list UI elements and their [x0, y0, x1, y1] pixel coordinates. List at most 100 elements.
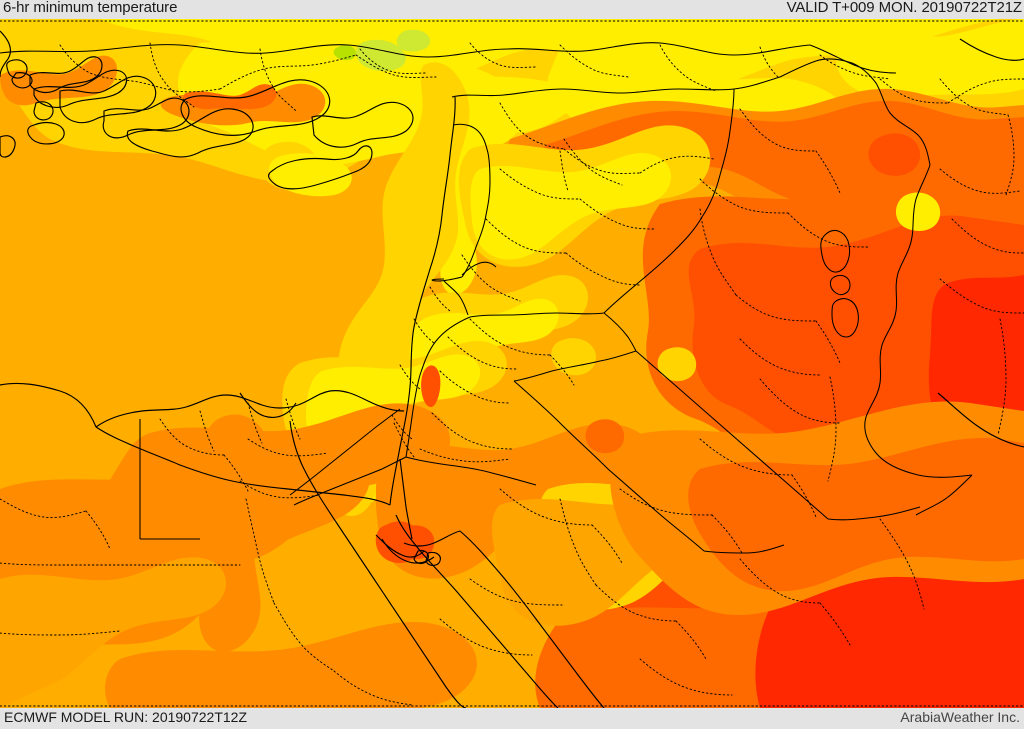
province-border-saudi-3	[559, 498, 597, 586]
province-border-saudi-6	[619, 488, 713, 516]
province-border-saudi-2	[591, 524, 623, 564]
coastline-tiran-islands	[413, 549, 429, 565]
border-egypt-israel-sinai	[289, 408, 401, 496]
coastline-nile-delta-edge	[239, 392, 297, 418]
contour-band-warm-egypt-w	[0, 557, 227, 708]
coastline-persian-gulf	[937, 392, 1024, 448]
border-turkey-ne	[507, 42, 811, 56]
province-border-jordan-3	[447, 336, 517, 370]
contour-detail-blob-5	[895, 192, 941, 231]
province-border-iran-2	[1005, 114, 1015, 196]
province-border-iraq-5	[699, 208, 737, 296]
border-jordan-saudi	[513, 350, 637, 382]
header-bar: 6-hr minimum temperature VALID T+009 MON…	[0, 0, 1024, 19]
contour-band-cyprus	[269, 153, 352, 197]
province-border-egypt-1	[159, 418, 225, 456]
province-border-syria-7	[565, 252, 641, 286]
brand-label: ArabiaWeather Inc.	[900, 709, 1020, 725]
contour-band-veryhot-aqaba-2	[398, 525, 435, 560]
province-border-turkey-5	[259, 48, 297, 112]
province-border-egypt-2	[223, 454, 249, 492]
province-border-egypt-6	[247, 438, 329, 457]
province-border-turkey-11	[819, 54, 891, 80]
coastline-crete-2	[0, 135, 16, 158]
province-border-turkey-13	[947, 78, 1024, 104]
border-saudi-kuwait	[703, 544, 785, 554]
contour-band-group	[0, 19, 1024, 708]
province-border-egypt-nile-2	[273, 602, 335, 672]
province-border-saudi-8	[739, 558, 821, 604]
province-border-jordan-2	[549, 354, 575, 386]
border-israel-westbank	[443, 280, 469, 316]
coastline-island-rhodes	[33, 101, 54, 121]
contour-band-hot-redsea	[375, 423, 655, 579]
province-border-turkey-9	[659, 44, 717, 92]
contour-detail-blob-1	[551, 338, 596, 376]
province-border-turkey-6	[359, 48, 427, 74]
coastline-gulf-aqaba	[399, 458, 413, 540]
province-border-israel-1	[429, 286, 451, 312]
province-border-jordan-4	[439, 370, 511, 404]
border-israel-syria-golan	[461, 261, 497, 276]
province-border-iraq-11	[791, 474, 817, 518]
temperature-map[interactable]	[0, 19, 1024, 708]
province-border-egypt-7	[239, 480, 321, 499]
border-iraq-kuwait	[915, 474, 973, 516]
contour-detail-blob-4	[868, 133, 921, 176]
contour-band-hotter-saudi-e	[688, 437, 1024, 592]
border-jordan-saudi-south	[405, 456, 537, 486]
province-border-iraq-2	[815, 150, 841, 194]
coastline-antalya-bay	[102, 97, 190, 139]
coastline-syria-coast	[311, 101, 414, 148]
contour-band-mild-syria-core	[470, 152, 672, 260]
province-border-iraq-8	[739, 338, 821, 376]
province-border-syria-6	[485, 218, 567, 254]
province-border-turkey-2	[219, 54, 357, 90]
province-border-turkey-4	[149, 42, 195, 108]
province-border-syria-2	[563, 148, 641, 174]
province-border-iraq-1	[739, 108, 817, 152]
province-border-egypt-8	[0, 498, 87, 518]
coastline-group	[0, 30, 1024, 708]
page-title: 6-hr minimum temperature	[3, 0, 178, 16]
province-border-egypt-11	[0, 630, 121, 636]
model-run-label: ECMWF MODEL RUN: 20190722T12Z	[4, 709, 247, 725]
province-border-jordan-1	[469, 318, 551, 356]
province-border-egypt-10	[0, 562, 241, 566]
coastline-levant	[389, 96, 456, 506]
border-jordan-israel	[405, 316, 471, 458]
lake-tharthar	[820, 229, 851, 273]
province-border-turkey-12	[879, 78, 949, 104]
province-border-egypt-5	[285, 398, 301, 440]
border-lebanon	[452, 123, 491, 278]
province-border-saudi-10	[879, 518, 925, 610]
contour-band-cool-patch-2	[396, 29, 430, 52]
province-border-iraq-12	[827, 376, 837, 482]
coastline-aegean	[0, 30, 11, 78]
coastline-crete	[27, 122, 65, 145]
coastline-saudi-redsea	[459, 530, 605, 708]
contour-band-hot-egypt-s	[105, 622, 477, 708]
province-border-egypt-3	[199, 410, 215, 452]
border-iraq-saudi-2	[635, 350, 829, 520]
province-border-group	[0, 28, 1024, 706]
province-border-israel-3	[399, 364, 421, 390]
province-border-saudi-13	[439, 618, 533, 656]
lake-habbaniyah	[829, 274, 851, 296]
province-border-saudi-4	[595, 584, 677, 622]
map-canvas[interactable]	[0, 19, 1024, 708]
province-border-iraq-10	[699, 438, 793, 476]
province-border-syria-euphrates	[563, 138, 623, 186]
coastline-sinai-tip	[375, 534, 425, 558]
province-border-iran-4	[951, 218, 1024, 254]
province-border-saudi-1	[499, 488, 593, 526]
province-border-jordan-5	[431, 412, 513, 450]
coastline-caspian-edge	[959, 38, 1024, 61]
province-border-egypt-sinai-1	[419, 448, 511, 463]
province-border-iraq-4	[787, 212, 869, 248]
border-iraq-iran	[864, 164, 973, 478]
coastline-greek-island-1	[6, 59, 28, 79]
border-saudi-iraq-neutral	[513, 380, 705, 552]
province-border-saudi-12	[469, 578, 563, 606]
border-jordan-iraq-saudi	[603, 312, 637, 352]
